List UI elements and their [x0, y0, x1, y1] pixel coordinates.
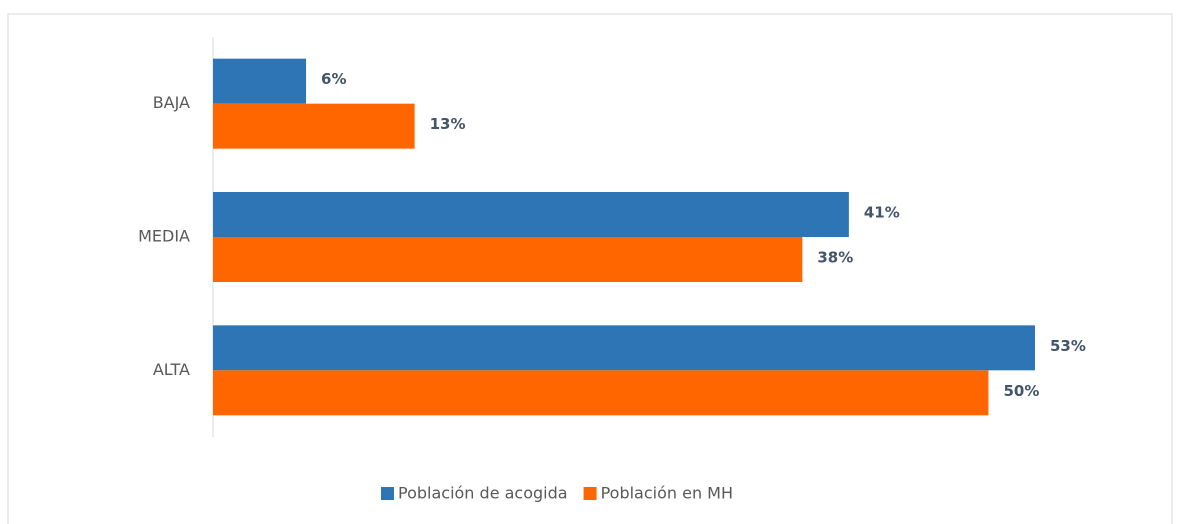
value-label: 50%: [1003, 382, 1039, 400]
bar: [213, 237, 803, 282]
bar: [213, 325, 1035, 371]
legend-swatch: [381, 487, 394, 500]
bar: [213, 58, 307, 104]
value-label: 41%: [864, 204, 900, 222]
legend-swatch: [583, 487, 597, 500]
category-label: MEDIA: [138, 227, 190, 246]
chart-frame: [7, 13, 1173, 524]
value-label: 38%: [817, 249, 853, 267]
value-label: 6%: [321, 70, 346, 88]
category-label: ALTA: [153, 360, 190, 379]
category-label: BAJA: [153, 93, 190, 112]
value-label: 53%: [1050, 337, 1086, 355]
value-label: 13%: [430, 115, 466, 133]
legend-label: Población de acogida: [398, 484, 568, 503]
bar: [213, 103, 415, 149]
legend-label: Población en MH: [601, 484, 733, 503]
bar: [213, 192, 849, 237]
bar: [213, 370, 989, 416]
